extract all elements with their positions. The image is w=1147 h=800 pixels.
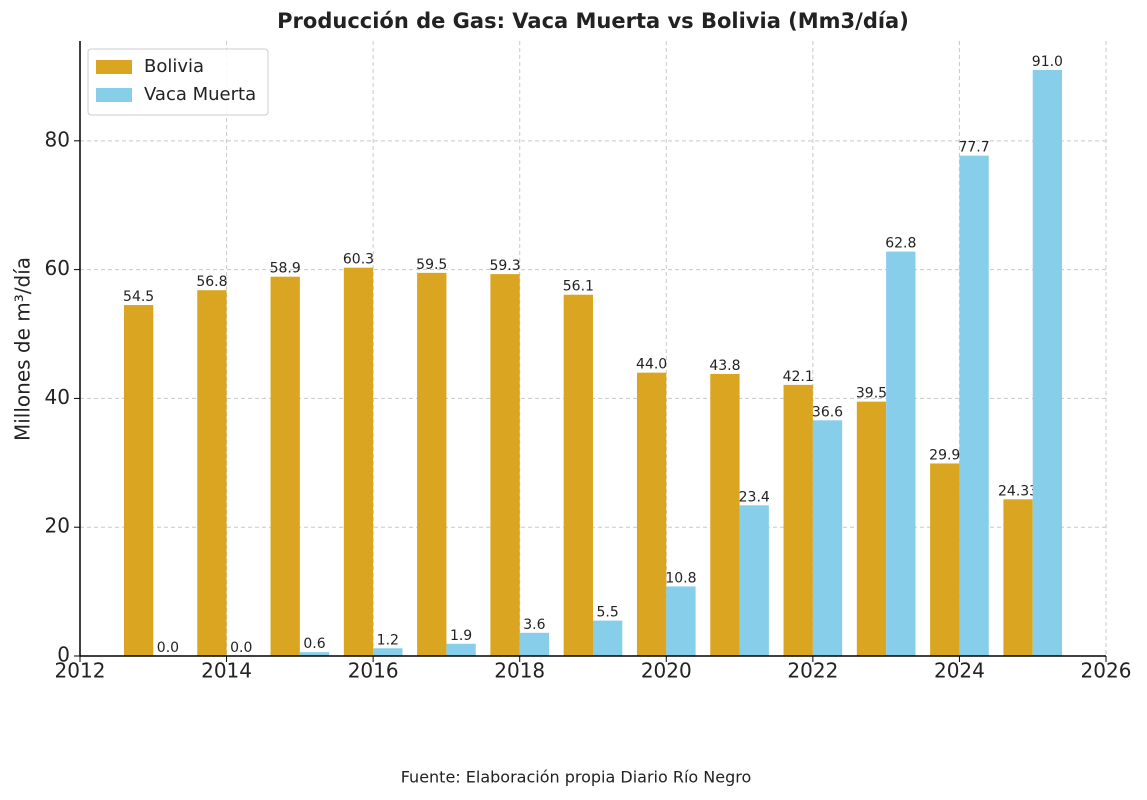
y-axis-label: Millones de m³/día <box>11 257 35 441</box>
x-tick-label: 2012 <box>55 659 106 683</box>
bar <box>886 251 916 656</box>
value-label: 24.33 <box>998 483 1038 499</box>
value-label: 43.8 <box>709 358 740 374</box>
x-tick-label: 2014 <box>201 659 252 683</box>
value-label: 54.5 <box>123 289 154 305</box>
bar <box>930 463 960 656</box>
legend-swatch <box>96 60 132 74</box>
value-label: 59.5 <box>416 257 447 273</box>
value-label: 56.1 <box>563 279 594 295</box>
bar <box>299 652 330 656</box>
y-tick-label: 40 <box>45 385 70 409</box>
bar <box>783 384 813 656</box>
value-label: 39.5 <box>856 386 887 402</box>
legend-box <box>87 48 269 116</box>
bar <box>343 267 374 656</box>
y-tick-label: 0 <box>57 643 70 667</box>
x-tick-label: 2020 <box>641 659 692 683</box>
value-label: 36.6 <box>812 404 843 420</box>
value-label: 29.9 <box>929 447 960 463</box>
bar <box>636 372 667 656</box>
value-label: 3.6 <box>523 617 545 633</box>
bar <box>593 620 623 656</box>
bar <box>856 401 887 656</box>
value-label: 0.6 <box>303 636 325 652</box>
bar <box>666 586 696 656</box>
bar <box>446 643 476 656</box>
bar <box>959 155 989 656</box>
value-label: 1.9 <box>450 628 472 644</box>
value-label: 23.4 <box>739 489 770 505</box>
value-label: 0.0 <box>230 640 252 656</box>
value-label: 42.1 <box>783 369 814 385</box>
legend-label: Bolivia <box>144 56 204 77</box>
x-tick-label: 2024 <box>934 659 985 683</box>
y-tick-label: 20 <box>45 514 70 538</box>
value-label: 10.8 <box>665 570 696 586</box>
bar <box>373 648 403 656</box>
value-label: 1.2 <box>377 632 399 648</box>
x-tick-label: 2016 <box>348 659 399 683</box>
chart-title: Producción de Gas: Vaca Muerta vs Bolivi… <box>277 9 909 33</box>
bar <box>1003 499 1033 656</box>
bar <box>739 505 769 656</box>
value-label: 58.9 <box>270 261 301 277</box>
value-label: 77.7 <box>958 140 989 156</box>
bar <box>123 305 154 656</box>
bar <box>417 272 447 656</box>
value-label: 91.0 <box>1032 54 1063 70</box>
value-label: 56.8 <box>196 274 227 290</box>
y-tick-label: 60 <box>45 256 70 280</box>
value-label: 0.0 <box>157 640 179 656</box>
bar <box>270 276 300 656</box>
x-tick-label: 2026 <box>1081 659 1132 683</box>
value-label: 62.8 <box>885 236 916 252</box>
bar <box>197 290 227 656</box>
bar <box>812 420 843 656</box>
legend-swatch <box>96 88 132 102</box>
y-tick-label: 80 <box>45 127 70 151</box>
source-note: Fuente: Elaboración propia Diario Río Ne… <box>401 768 752 787</box>
value-label: 60.3 <box>343 252 374 268</box>
value-label: 44.0 <box>636 357 667 373</box>
bar <box>710 373 740 656</box>
legend-label: Vaca Muerta <box>144 84 256 105</box>
bar <box>1032 69 1063 656</box>
bar <box>519 632 550 656</box>
x-tick-label: 2022 <box>787 659 838 683</box>
bar <box>490 274 520 656</box>
value-label: 59.3 <box>489 258 520 274</box>
bar <box>563 294 593 656</box>
x-tick-label: 2018 <box>494 659 545 683</box>
value-label: 5.5 <box>597 605 619 621</box>
